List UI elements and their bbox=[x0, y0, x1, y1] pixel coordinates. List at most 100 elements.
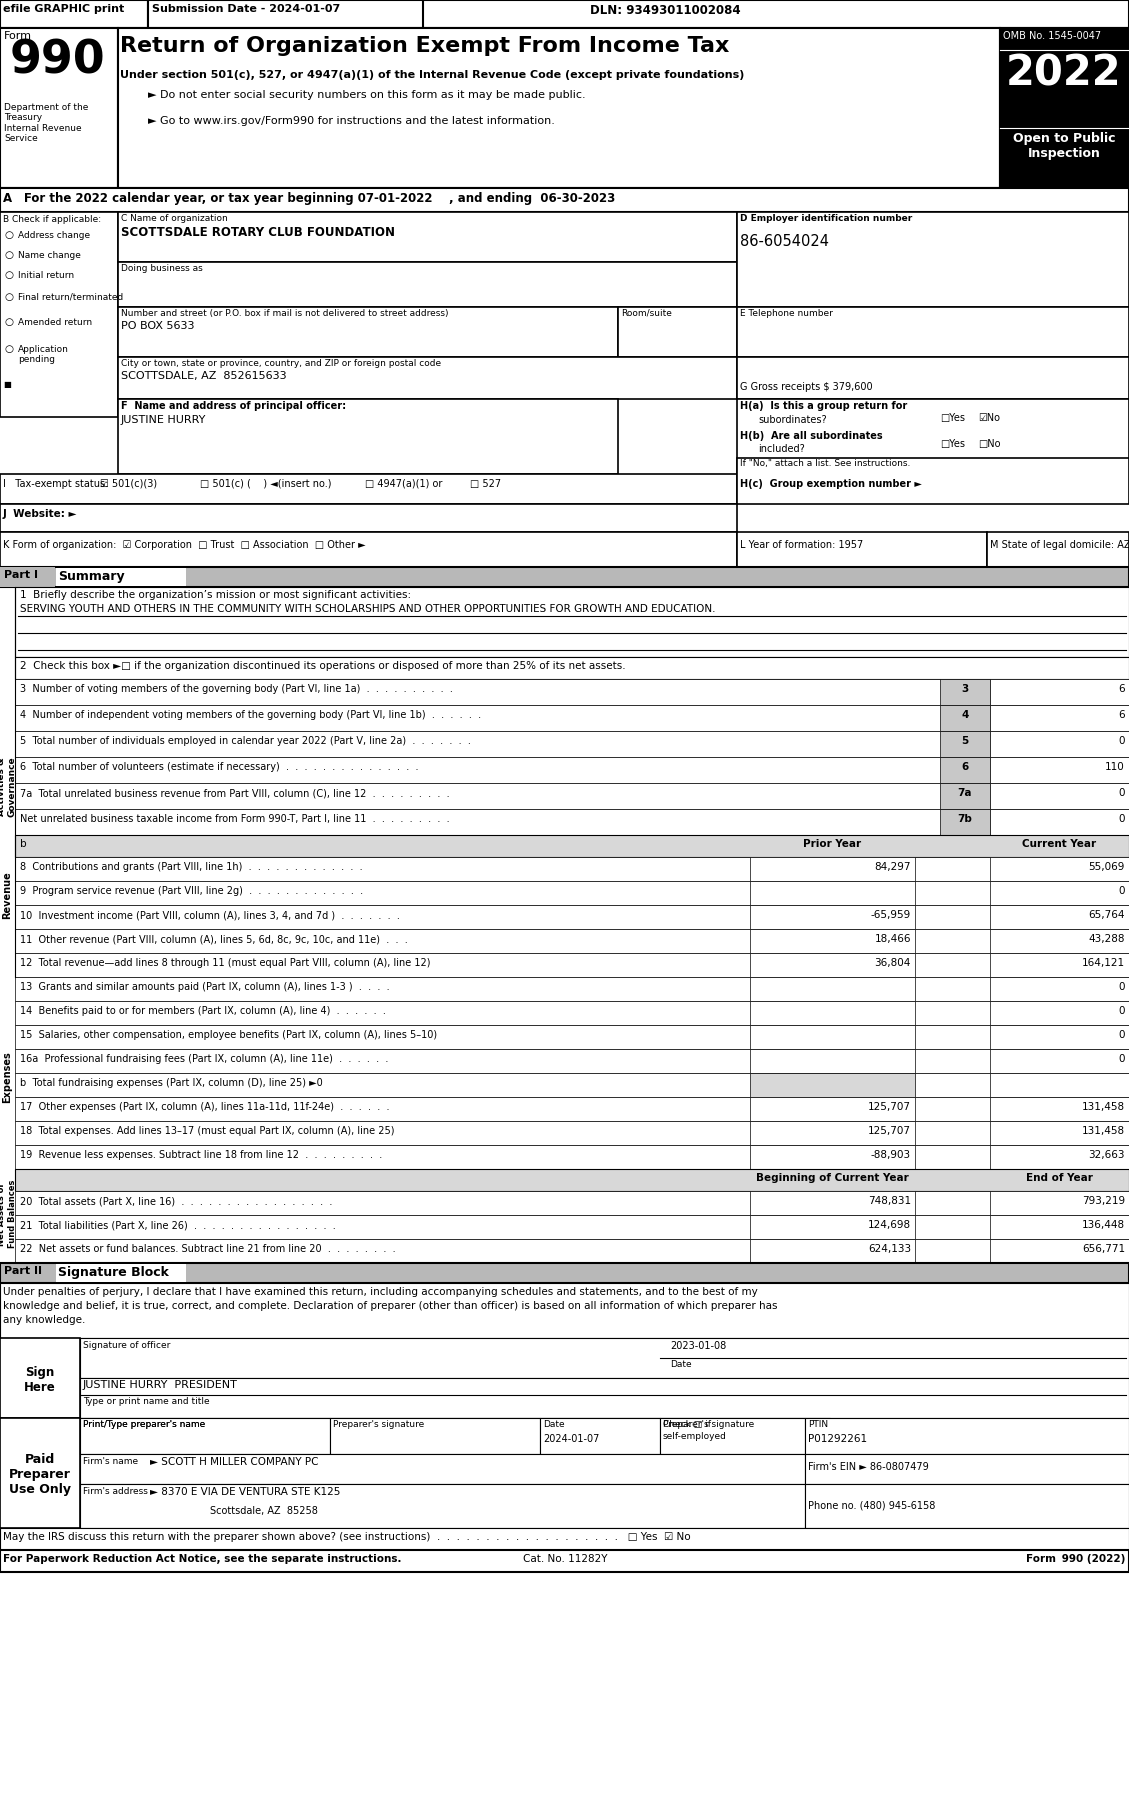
Text: 131,458: 131,458 bbox=[1082, 1101, 1124, 1112]
Text: PTIN: PTIN bbox=[808, 1420, 829, 1429]
Text: □ 4947(a)(1) or: □ 4947(a)(1) or bbox=[365, 479, 443, 490]
Bar bbox=[990, 1074, 1129, 1097]
Text: ☑No: ☑No bbox=[978, 414, 1000, 423]
Bar bbox=[990, 1192, 1129, 1215]
Text: ☑ 501(c)(3): ☑ 501(c)(3) bbox=[100, 479, 157, 490]
Text: SERVING YOUTH AND OTHERS IN THE COMMUNITY WITH SCHOLARSHIPS AND OTHER OPPORTUNIT: SERVING YOUTH AND OTHERS IN THE COMMUNIT… bbox=[20, 604, 716, 613]
Bar bbox=[15, 1025, 1129, 1048]
Text: 7a  Total unrelated business revenue from Part VIII, column (C), line 12  .  .  : 7a Total unrelated business revenue from… bbox=[20, 787, 449, 798]
Text: C Name of organization: C Name of organization bbox=[121, 214, 228, 223]
Text: Cat. No. 11282Y: Cat. No. 11282Y bbox=[523, 1555, 607, 1564]
Bar bbox=[750, 1239, 914, 1263]
Text: 0: 0 bbox=[1119, 885, 1124, 896]
Bar bbox=[660, 1419, 805, 1455]
Bar bbox=[750, 1121, 914, 1145]
Bar bbox=[15, 1074, 1129, 1097]
Text: Paid
Preparer
Use Only: Paid Preparer Use Only bbox=[9, 1453, 71, 1497]
Bar bbox=[15, 731, 1129, 756]
Text: 32,663: 32,663 bbox=[1088, 1150, 1124, 1159]
Text: H(c)  Group exemption number ►: H(c) Group exemption number ► bbox=[739, 479, 922, 490]
Text: H(b)  Are all subordinates: H(b) Are all subordinates bbox=[739, 432, 883, 441]
Bar bbox=[1000, 27, 1129, 189]
Bar bbox=[15, 882, 1129, 905]
Text: 6: 6 bbox=[1119, 709, 1124, 720]
Bar bbox=[15, 1048, 1129, 1074]
Text: End of Year: End of Year bbox=[1025, 1174, 1093, 1183]
Text: □Yes: □Yes bbox=[940, 414, 965, 423]
Bar bbox=[990, 1001, 1129, 1025]
Text: 136,448: 136,448 bbox=[1082, 1221, 1124, 1230]
Text: 656,771: 656,771 bbox=[1082, 1244, 1124, 1253]
Text: 20  Total assets (Part X, line 16)  .  .  .  .  .  .  .  .  .  .  .  .  .  .  . : 20 Total assets (Part X, line 16) . . . … bbox=[20, 1195, 332, 1206]
Bar bbox=[15, 905, 1129, 929]
Bar bbox=[990, 978, 1129, 1001]
Bar bbox=[15, 809, 1129, 834]
Text: 8  Contributions and grants (Part VIII, line 1h)  .  .  .  .  .  .  .  .  .  .  : 8 Contributions and grants (Part VIII, l… bbox=[20, 862, 362, 873]
Text: Current Year: Current Year bbox=[1022, 840, 1096, 849]
Text: Revenue: Revenue bbox=[2, 871, 12, 920]
Text: Scottsdale, AZ  85258: Scottsdale, AZ 85258 bbox=[210, 1506, 318, 1517]
Text: 6: 6 bbox=[1119, 684, 1124, 695]
Text: If "No," attach a list. See instructions.: If "No," attach a list. See instructions… bbox=[739, 459, 910, 468]
Bar bbox=[990, 1239, 1129, 1263]
Text: 164,121: 164,121 bbox=[1082, 958, 1124, 969]
Bar bbox=[15, 1097, 1129, 1121]
Bar bbox=[15, 706, 1129, 731]
Text: DLN: 93493011002084: DLN: 93493011002084 bbox=[590, 4, 741, 16]
Text: B Check if applicable:: B Check if applicable: bbox=[3, 216, 102, 223]
Bar bbox=[805, 1455, 1129, 1484]
Text: Net unrelated business taxable income from Form 990-T, Part I, line 11  .  .  . : Net unrelated business taxable income fr… bbox=[20, 814, 449, 824]
Text: Final return/terminated: Final return/terminated bbox=[18, 294, 123, 301]
Text: 125,707: 125,707 bbox=[868, 1126, 911, 1136]
Bar bbox=[0, 0, 148, 27]
Bar bbox=[15, 1215, 1129, 1239]
Text: 990: 990 bbox=[10, 38, 106, 83]
Bar bbox=[0, 1339, 80, 1419]
Text: M State of legal domicile: AZ: M State of legal domicile: AZ bbox=[990, 541, 1129, 550]
Text: Type or print name and title: Type or print name and title bbox=[84, 1397, 210, 1406]
Text: 22  Net assets or fund balances. Subtract line 21 from line 20  .  .  .  .  .  .: 22 Net assets or fund balances. Subtract… bbox=[20, 1244, 395, 1253]
Text: 0: 0 bbox=[1119, 1030, 1124, 1039]
Text: Under penalties of perjury, I declare that I have examined this return, includin: Under penalties of perjury, I declare th… bbox=[3, 1286, 758, 1297]
Text: K Form of organization:  ☑ Corporation  □ Trust  □ Association  □ Other ►: K Form of organization: ☑ Corporation □ … bbox=[3, 541, 366, 550]
Bar bbox=[805, 1419, 1129, 1455]
Text: 2024-01-07: 2024-01-07 bbox=[543, 1435, 599, 1444]
Bar bbox=[15, 978, 1129, 1001]
Text: Part I: Part I bbox=[5, 570, 38, 580]
Bar bbox=[990, 756, 1129, 784]
Bar bbox=[80, 1484, 805, 1527]
Text: 7a: 7a bbox=[957, 787, 972, 798]
Text: 0: 0 bbox=[1119, 787, 1124, 798]
Bar bbox=[750, 1192, 914, 1215]
Text: Name change: Name change bbox=[18, 250, 81, 259]
Bar bbox=[940, 809, 990, 834]
Text: 624,133: 624,133 bbox=[868, 1244, 911, 1253]
Bar bbox=[990, 1215, 1129, 1239]
Text: Submission Date - 2024-01-07: Submission Date - 2024-01-07 bbox=[152, 4, 340, 15]
Bar bbox=[119, 212, 737, 261]
Text: Net Assets or
Fund Balances: Net Assets or Fund Balances bbox=[0, 1179, 17, 1248]
Bar bbox=[990, 1145, 1129, 1168]
Bar bbox=[990, 1121, 1129, 1145]
Text: □Yes: □Yes bbox=[940, 439, 965, 450]
Text: Preparer's signature: Preparer's signature bbox=[333, 1420, 425, 1429]
Text: Phone no. (480) 945-6158: Phone no. (480) 945-6158 bbox=[808, 1500, 935, 1509]
Text: Signature of officer: Signature of officer bbox=[84, 1341, 170, 1350]
Text: Prior Year: Prior Year bbox=[803, 840, 861, 849]
Bar bbox=[330, 1419, 540, 1455]
Bar bbox=[987, 532, 1129, 568]
Bar bbox=[990, 678, 1129, 706]
Text: Initial return: Initial return bbox=[18, 270, 75, 279]
Bar bbox=[0, 0, 1129, 27]
Text: ► SCOTT H MILLER COMPANY PC: ► SCOTT H MILLER COMPANY PC bbox=[150, 1457, 318, 1468]
Text: 2  Check this box ►□ if the organization discontinued its operations or disposed: 2 Check this box ►□ if the organization … bbox=[20, 660, 625, 671]
Text: 17  Other expenses (Part IX, column (A), lines 11a-11d, 11f-24e)  .  .  .  .  . : 17 Other expenses (Part IX, column (A), … bbox=[20, 1101, 390, 1112]
Text: 110: 110 bbox=[1105, 762, 1124, 773]
Text: H(a)  Is this a group return for: H(a) Is this a group return for bbox=[739, 401, 908, 412]
Bar bbox=[80, 1419, 660, 1455]
Text: F  Name and address of principal officer:: F Name and address of principal officer: bbox=[121, 401, 347, 412]
Bar bbox=[990, 784, 1129, 809]
Text: 10  Investment income (Part VIII, column (A), lines 3, 4, and 7d )  .  .  .  .  : 10 Investment income (Part VIII, column … bbox=[20, 911, 400, 920]
Text: Department of the
Treasury
Internal Revenue
Service: Department of the Treasury Internal Reve… bbox=[5, 103, 88, 143]
Text: 5: 5 bbox=[962, 736, 969, 746]
